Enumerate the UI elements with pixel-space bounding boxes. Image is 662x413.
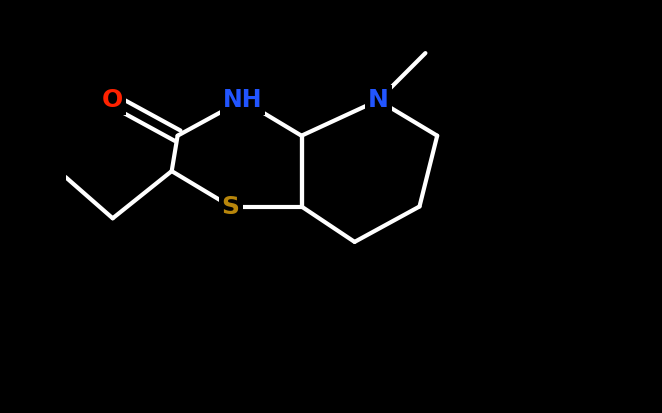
Text: NH: NH bbox=[222, 88, 262, 112]
Text: S: S bbox=[222, 195, 240, 218]
Text: O: O bbox=[102, 88, 123, 112]
Text: N: N bbox=[368, 88, 389, 112]
